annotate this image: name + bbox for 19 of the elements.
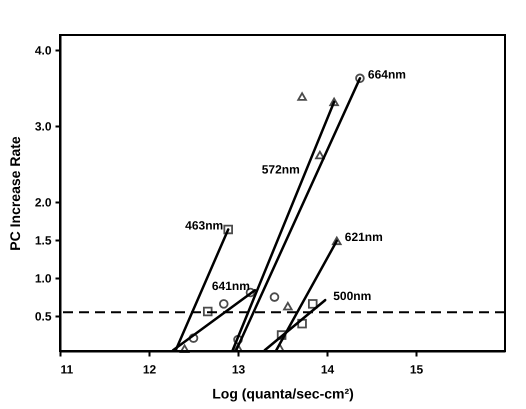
y-tick-label: 1.0 — [34, 272, 52, 286]
x-tick-label: 12 — [142, 362, 156, 376]
x-axis-title: Log (quanta/sec-cm²) — [212, 386, 354, 402]
y-axis-title: PC Increase Rate — [6, 136, 23, 251]
annotation: 572nm — [262, 162, 300, 176]
y-tick-label: 1.5 — [34, 234, 52, 248]
y-tick-label: 0.5 — [34, 310, 52, 324]
annotation: 500nm — [333, 289, 372, 304]
x-tick-label: 14 — [320, 362, 334, 376]
x-tick-label: 15 — [410, 362, 424, 376]
x-tick-label: 11 — [60, 362, 74, 376]
annotation: 621nm — [344, 230, 383, 244]
x-tick-label: 13 — [232, 362, 246, 376]
y-tick-label: 4.0 — [34, 44, 52, 58]
annotation: 641nm — [212, 279, 250, 294]
annotation: 463nm — [185, 218, 224, 232]
y-tick-label: 2.0 — [34, 196, 52, 210]
annotation: 664nm — [368, 67, 406, 82]
y-tick-label: 3.0 — [34, 120, 52, 134]
